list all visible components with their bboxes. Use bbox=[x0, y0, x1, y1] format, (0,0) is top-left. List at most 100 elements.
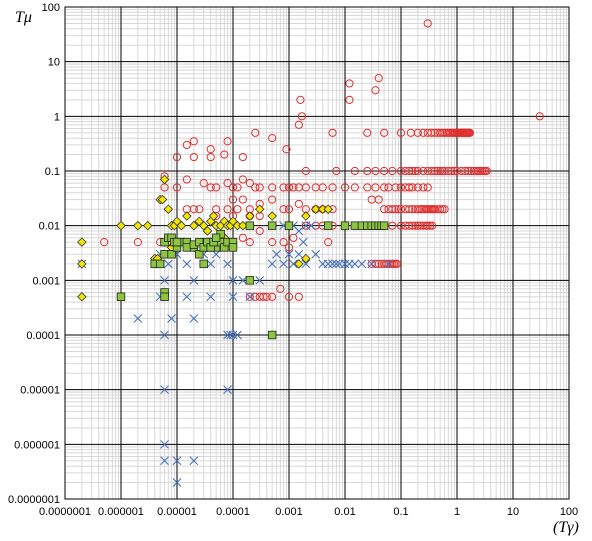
data-point-diamond bbox=[198, 220, 209, 231]
data-point-circle bbox=[419, 128, 428, 137]
data-point-cross bbox=[311, 249, 321, 259]
y-tick-label: 100 bbox=[42, 2, 60, 14]
data-point-diamond bbox=[159, 174, 170, 185]
data-point-square bbox=[199, 259, 208, 269]
y-tick-label: 0.001 bbox=[32, 275, 60, 287]
data-point-diamond bbox=[77, 292, 87, 302]
data-point-circle bbox=[297, 112, 307, 121]
data-point-cross bbox=[238, 275, 248, 285]
data-point-circle bbox=[195, 205, 204, 214]
data-point-circle bbox=[374, 74, 383, 83]
data-point-cross bbox=[189, 456, 199, 466]
data-point-circle bbox=[301, 166, 310, 176]
data-point-circle bbox=[189, 205, 198, 214]
data-point-cross bbox=[172, 456, 182, 466]
plot-area-border bbox=[64, 6, 570, 500]
data-point-cross bbox=[206, 292, 216, 302]
data-point-circle bbox=[392, 259, 402, 268]
data-point-cross bbox=[189, 314, 199, 323]
data-point-cross bbox=[160, 330, 169, 340]
data-point-circle bbox=[238, 175, 247, 184]
data-point-circle bbox=[380, 205, 389, 214]
data-point-circle bbox=[212, 183, 221, 192]
data-point-circle bbox=[411, 221, 420, 230]
data-point-circle bbox=[371, 166, 380, 176]
y-tick-label: 0.000001 bbox=[14, 439, 60, 451]
x-tick-label: 0.001 bbox=[275, 506, 303, 518]
data-point-circle bbox=[301, 221, 310, 230]
data-point-circle bbox=[427, 166, 436, 176]
data-point-circle bbox=[396, 205, 406, 214]
data-point-circle bbox=[223, 137, 232, 146]
data-points bbox=[77, 19, 544, 487]
data-point-cross bbox=[384, 259, 393, 269]
data-point-circle bbox=[430, 166, 439, 176]
data-point-circle bbox=[427, 128, 436, 137]
data-point-circle bbox=[255, 226, 264, 236]
data-point-circle bbox=[380, 166, 389, 176]
data-point-circle bbox=[251, 292, 260, 301]
data-point-circle bbox=[228, 183, 238, 192]
data-point-diamond bbox=[116, 220, 126, 231]
data-point-circle bbox=[405, 183, 414, 192]
data-point-circle bbox=[482, 166, 491, 176]
data-point-circle bbox=[262, 292, 271, 301]
x-axis-tick-labels: 0.0000001 0.000001 0.00001 0.0001 0.001 0.01 0… bbox=[39, 506, 578, 518]
data-point-cross bbox=[160, 385, 169, 395]
y-tick-label: 0.00001 bbox=[20, 385, 60, 397]
data-point-circle bbox=[294, 199, 303, 209]
data-point-circle bbox=[464, 166, 473, 176]
y-axis-tick-labels: 100 10 1 0.1 0.01 0.001 0.0001 0.00001 0.000001 0… bbox=[8, 2, 60, 506]
y-tick-label: 0.0000001 bbox=[8, 494, 60, 506]
data-point-circle bbox=[363, 166, 372, 176]
y-axis-title: Tμ bbox=[15, 9, 32, 26]
data-point-circle bbox=[289, 183, 298, 192]
data-point-cross bbox=[323, 259, 333, 269]
y-tick-label: 1 bbox=[54, 111, 60, 123]
data-point-circle bbox=[324, 238, 333, 247]
data-point-circle bbox=[238, 152, 247, 162]
data-point-square bbox=[228, 243, 238, 252]
data-point-circle bbox=[396, 166, 406, 176]
data-point-cross bbox=[228, 275, 238, 285]
data-point-circle bbox=[391, 183, 400, 192]
data-point-cross bbox=[294, 226, 304, 236]
data-point-diamond bbox=[133, 220, 143, 231]
data-point-cross bbox=[367, 259, 377, 269]
data-point-circle bbox=[413, 205, 422, 214]
data-point-square bbox=[160, 250, 169, 259]
data-point-circle bbox=[363, 128, 372, 137]
data-point-cross bbox=[160, 439, 169, 449]
data-point-circle bbox=[251, 183, 260, 192]
data-point-circle bbox=[206, 152, 215, 162]
data-point-circle bbox=[259, 292, 268, 301]
data-point-circle bbox=[318, 183, 327, 192]
data-point-square bbox=[340, 221, 350, 230]
data-point-circle bbox=[428, 221, 437, 230]
data-point-circle bbox=[438, 205, 447, 214]
data-point-circle bbox=[223, 205, 232, 214]
y-tick-label: 0.0001 bbox=[26, 330, 60, 342]
data-point-cross bbox=[228, 330, 238, 340]
data-point-circle bbox=[189, 152, 198, 162]
data-point-circle bbox=[405, 221, 414, 230]
data-point-circle bbox=[284, 205, 294, 214]
data-point-circle bbox=[206, 183, 215, 192]
data-point-cross bbox=[167, 314, 176, 323]
data-point-diamond bbox=[189, 220, 199, 231]
data-point-circle bbox=[419, 166, 428, 176]
data-point-circle bbox=[238, 233, 247, 242]
data-point-square bbox=[195, 237, 204, 247]
data-point-circle bbox=[284, 243, 294, 252]
data-point-square bbox=[267, 221, 277, 230]
data-point-cross bbox=[163, 259, 173, 269]
data-point-diamond bbox=[77, 259, 87, 269]
data-point-diamond bbox=[157, 194, 168, 205]
data-point-cross bbox=[298, 237, 308, 247]
data-point-circle bbox=[413, 221, 422, 230]
x-tick-label: 0.00001 bbox=[157, 506, 197, 518]
data-point-square bbox=[245, 276, 255, 285]
data-point-diamond bbox=[142, 220, 153, 231]
data-point-circle bbox=[408, 166, 417, 176]
data-point-cross bbox=[331, 259, 341, 269]
